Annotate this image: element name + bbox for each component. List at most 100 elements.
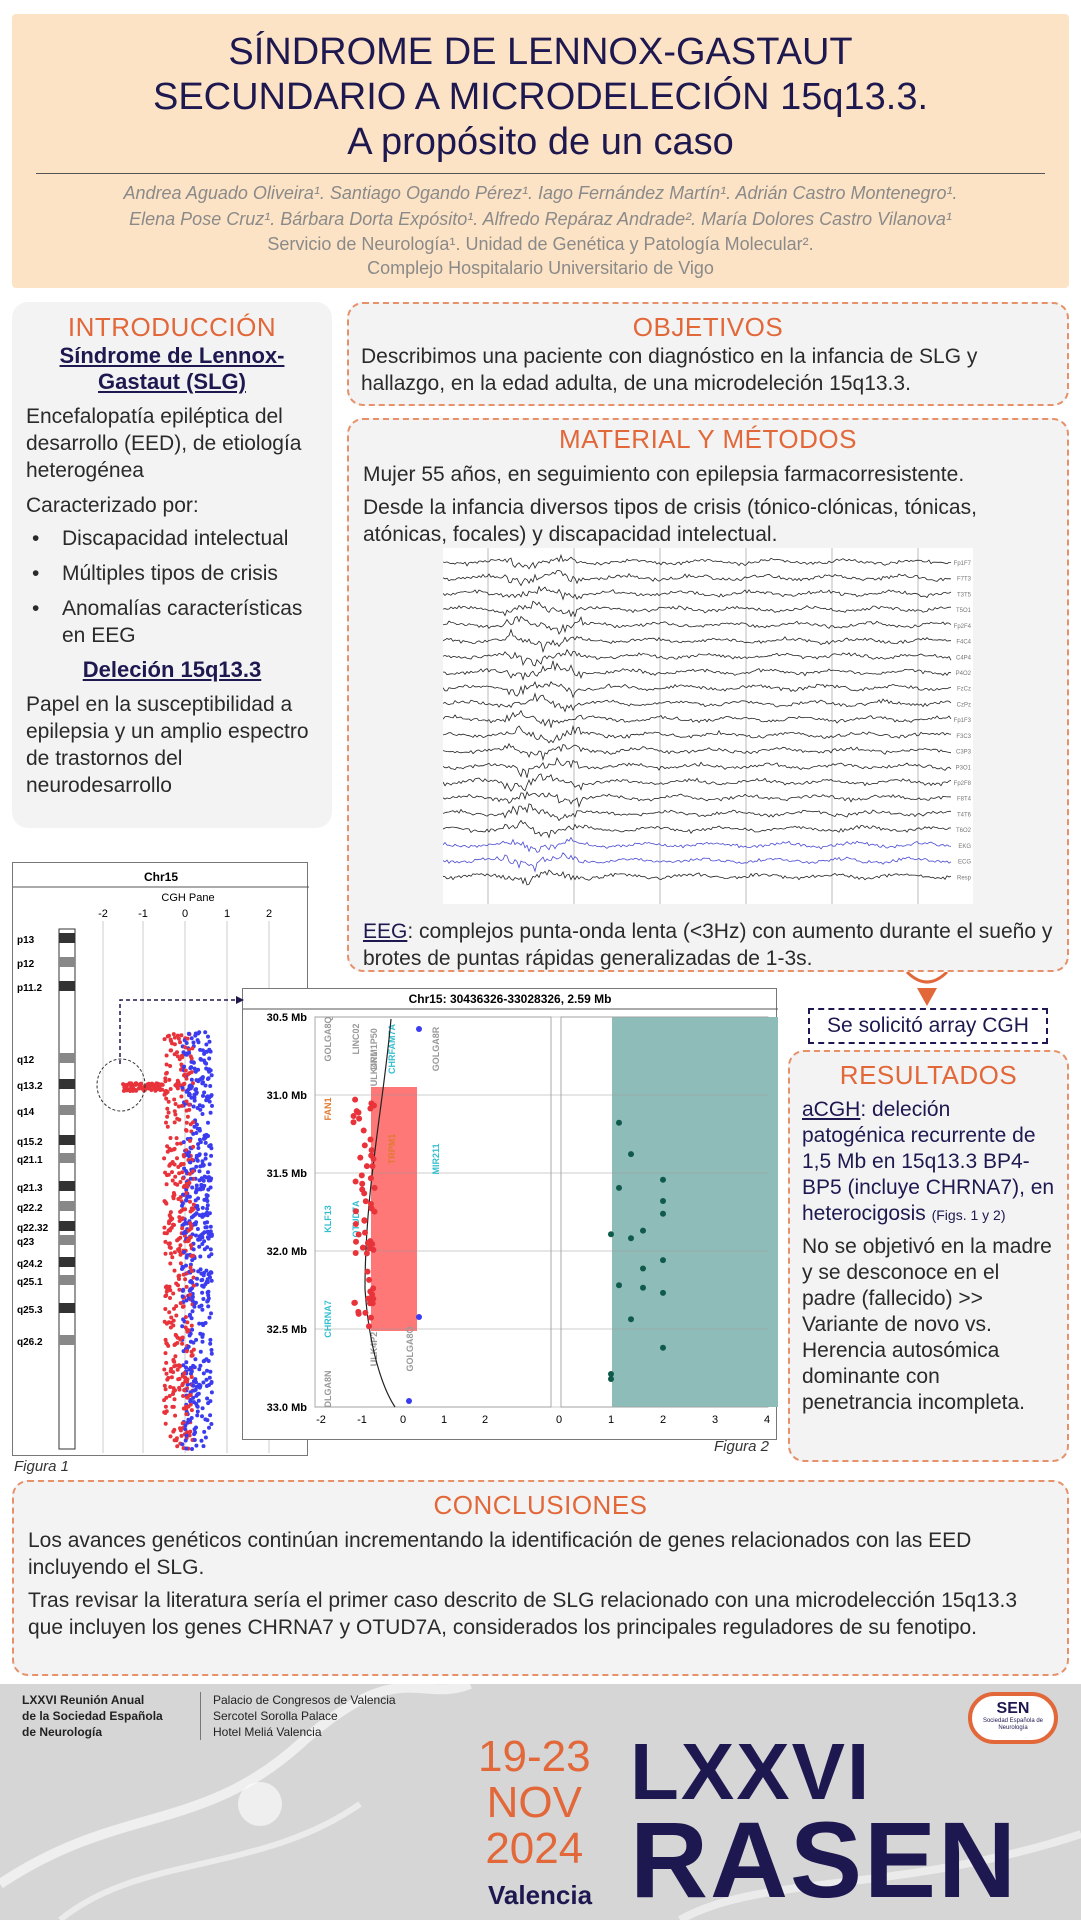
figure-1-data-point <box>200 1205 205 1210</box>
figure-1-data-point <box>173 1363 178 1368</box>
figure-1-data-point <box>206 1187 211 1192</box>
figure-1-data-point <box>188 1265 193 1270</box>
figure-1-data-point <box>175 1033 180 1038</box>
resultados-title: RESULTADOS <box>839 1060 1018 1090</box>
figure-1-data-point <box>177 1287 182 1292</box>
figure-1-data-point <box>163 1421 168 1426</box>
figure-1-data-point <box>181 1162 186 1166</box>
figure-1-data-point <box>180 1103 184 1108</box>
figure-1-data-point <box>172 1250 177 1255</box>
affiliation-line-1: Servicio de Neurología¹. Unidad de Genét… <box>267 234 814 254</box>
figure-2-x-tick-right: 4 <box>764 1414 770 1426</box>
chromosome-band <box>59 1257 75 1267</box>
figure-1-data-point <box>209 1380 214 1384</box>
figure-1-deletion-point <box>158 1088 163 1092</box>
figure-1-data-point <box>196 1269 201 1274</box>
figure-1-data-point <box>188 1399 193 1404</box>
org-name: LXXVI Reunión Anual de la Sociedad Españ… <box>22 1692 163 1740</box>
eeg-channel-label: C4P4 <box>956 655 972 661</box>
chromosome-band-label: q12 <box>17 1055 35 1066</box>
eeg-channel-label: EKG <box>958 844 971 850</box>
figure-1-data-point <box>202 1197 207 1202</box>
eeg-channel-label: ECG <box>958 860 971 866</box>
figure-1-data-point <box>162 1383 167 1388</box>
figure-1-data-point <box>166 1110 171 1115</box>
figure-2-red-point <box>359 1244 366 1251</box>
figure-1-data-point <box>183 1207 188 1212</box>
gene-label: CHRFAM7A <box>387 1024 397 1075</box>
figure-2-red-point <box>366 1245 373 1252</box>
gene-label: LINC02 <box>351 1023 361 1054</box>
figure-1-data-point <box>199 1182 204 1187</box>
gene-label: FAN1 <box>323 1097 333 1120</box>
org-line: de Neurología <box>22 1725 103 1739</box>
figure-1-data-point <box>166 1375 171 1380</box>
chromosome-band <box>59 1053 75 1063</box>
figure-1-data-point <box>187 1180 192 1185</box>
figure-1-data-point <box>189 1223 194 1228</box>
figure-1-data-point <box>171 1404 176 1409</box>
neuron-fiber <box>678 1830 1081 1920</box>
figure-1-data-point <box>193 1068 198 1073</box>
figure-1-data-point <box>187 1171 192 1176</box>
figure-1-data-point <box>203 1140 208 1145</box>
figure-1-data-point <box>191 1169 195 1174</box>
gene-label: ULK4P2 <box>369 1332 379 1367</box>
gene-label: GOLGA8Q <box>323 1016 333 1061</box>
figure-1-data-point <box>181 1394 186 1398</box>
figure-1-data-point <box>179 1033 184 1038</box>
figure-1-data-point <box>209 1422 214 1426</box>
deletion-region-red <box>371 1087 417 1331</box>
figure-1-data-point <box>170 1170 174 1175</box>
figure-2-red-point <box>368 1314 374 1321</box>
figure-1-data-point <box>180 1170 185 1175</box>
figure-1-data-point <box>163 1337 168 1342</box>
chromosome-band-label: q22.32 <box>17 1223 49 1234</box>
figure-1-data-point <box>176 1036 181 1041</box>
figure-1-chromosome: p13 p12 p11.2 q12 q13.2 q14 q15.2 q21.1 q21.3 q22… <box>17 928 76 1450</box>
figure-2-red-point <box>352 1178 359 1185</box>
eeg-channel-trace <box>443 692 952 713</box>
figure-1-data-point <box>162 1367 167 1372</box>
figure-1-data-point <box>201 1371 206 1376</box>
figure-1-data-point <box>186 1031 191 1036</box>
figure-2-teal-point <box>628 1151 634 1158</box>
figure-1-data-point <box>171 1357 176 1362</box>
figure-2-red-point <box>364 1268 371 1275</box>
figure-1-data-point <box>207 1039 212 1044</box>
figure-1-data-point <box>171 1222 175 1227</box>
figure-2-teal-point <box>608 1231 614 1238</box>
figure-1-data-point <box>184 1412 189 1417</box>
eeg-channel-label: F8T4 <box>957 797 972 803</box>
figure-1-data-point <box>205 1203 210 1208</box>
neuron-background <box>0 1684 1081 1920</box>
figure-1-data-point <box>194 1337 199 1342</box>
figure-1-data-point <box>203 1030 208 1035</box>
figure-1-data-point <box>189 1206 194 1211</box>
figure-1-data-point <box>193 1087 198 1092</box>
figure-1-data-point <box>209 1351 214 1356</box>
figure-1-data-point <box>184 1187 189 1192</box>
figure-1-data-point <box>178 1209 183 1214</box>
figure-1-data-point <box>208 1178 213 1183</box>
chromosome-band <box>59 1181 75 1191</box>
figure-2-red-point <box>352 1250 359 1256</box>
figure-1-data-point <box>201 1093 205 1098</box>
figure-2-x-tick-left: -1 <box>357 1414 367 1426</box>
figure-1-data-point <box>168 1385 173 1389</box>
figure-1-data-point <box>189 1056 194 1061</box>
figure-2-y-tick: 31.5 Mb <box>267 1168 308 1180</box>
figure-1-data-point <box>185 1036 190 1041</box>
figure-1-data-point <box>173 1354 178 1359</box>
figure-1-data-point <box>206 1293 211 1298</box>
figure-1-data-point <box>166 1228 171 1233</box>
figure-1-data-point <box>180 1201 185 1206</box>
figure-1-data-point <box>184 1255 189 1260</box>
figure-1-data-point <box>162 1092 167 1097</box>
conclusiones-paragraph-2: Tras revisar la literatura sería el prim… <box>28 1589 1018 1639</box>
figure-2-red-point <box>366 1276 373 1283</box>
figure-2-red-point <box>352 1096 359 1103</box>
figure-2-teal-point <box>660 1257 666 1264</box>
figure-2-red-point <box>359 1180 366 1187</box>
poster-footer: LXXVI Reunión Anual de la Sociedad Españ… <box>0 1684 1081 1920</box>
